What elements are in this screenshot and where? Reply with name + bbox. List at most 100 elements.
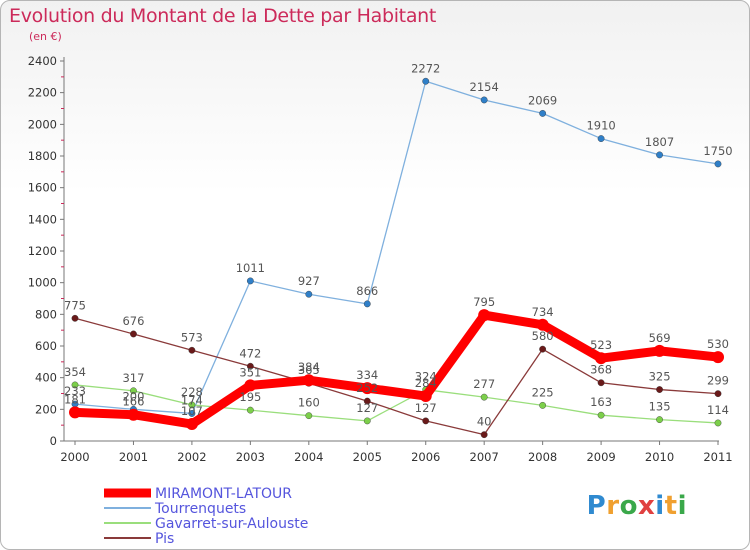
data-label: 228 [181,385,203,399]
data-label: 1011 [236,261,265,275]
data-point [714,419,722,427]
data-label: 2272 [411,61,440,75]
data-label: 734 [532,305,554,319]
y-tick-label: 1000 [28,276,57,290]
proxiti-logo: Proxiti [587,491,687,521]
data-label: 107 [181,404,203,418]
x-tick-label: 2001 [119,450,148,464]
data-point [71,381,79,389]
data-point [712,351,724,364]
data-label: 284 [415,376,437,390]
data-point [597,135,605,142]
data-point [246,277,254,285]
data-point [478,309,491,322]
x-tick-label: 2008 [528,450,557,464]
data-label: 580 [532,329,554,343]
data-point [302,374,315,387]
x-tick-label: 2009 [586,450,615,464]
logo-letter: i [677,491,687,521]
series-line-0 [70,310,723,429]
data-labels: 181 166 107 351 384 334 284 795 734 523 569 530 233 2… [64,61,733,428]
data-label: 163 [590,395,612,409]
data-point [361,382,374,395]
data-label: 324 [415,370,437,384]
data-point [130,387,137,395]
data-point [480,431,488,439]
data-label: 40 [477,415,492,429]
data-point [305,290,313,298]
data-point [246,406,254,414]
data-point [656,386,663,393]
data-point [130,330,137,338]
data-point [480,96,488,104]
y-tick-label: 1200 [28,244,57,258]
data-label: 299 [707,374,729,388]
data-label: 317 [122,371,144,385]
data-point [188,346,196,354]
legend-label-1: Tourrenquets [154,501,246,517]
data-label: 927 [298,274,320,288]
legend-label-3: Pis [155,531,174,547]
x-tick-label: 2011 [703,450,732,464]
logo-letter: t [664,491,678,521]
data-label: 114 [707,403,729,417]
data-point [363,417,371,425]
data-label: 365 [298,363,320,377]
y-tick-label: 600 [35,339,57,353]
data-label: 174 [181,393,203,407]
data-point [597,379,605,387]
y-tick-label: 2000 [28,117,57,131]
series-line-2 [74,384,719,424]
data-label: 569 [649,331,671,345]
data-point [305,412,313,420]
series-line-1 [74,80,719,415]
data-point [656,151,663,159]
data-point [656,416,663,424]
data-point [127,408,140,421]
data-label: 472 [239,346,261,360]
x-tick-label: 2002 [177,450,206,464]
axes: 0 200 400 600 800 1000 1200 1400 1600 1800 2000 220… [28,54,733,464]
data-label: 795 [473,295,495,309]
data-label: 530 [707,337,729,351]
data-label: 1807 [645,135,674,149]
chart-title: Evolution du Montant de la Dette par Hab… [9,5,437,27]
logo-letter: r [606,491,620,521]
data-label: 523 [590,338,612,352]
y-tick-label: 2200 [28,86,57,100]
data-label: 1910 [586,119,615,133]
x-tick-label: 2010 [645,450,674,464]
data-point [536,318,549,331]
legend: MIRAMONT-LATOURTourrenquetsGavarret-sur-… [104,486,308,547]
data-label: 127 [356,401,378,415]
data-point [246,362,254,370]
x-tick-label: 2003 [236,450,265,464]
logo-letter: o [619,491,638,521]
data-label: 354 [64,365,86,379]
chart-subtitle: (en €) [29,30,62,43]
data-label: 135 [649,400,671,414]
data-label: 225 [532,385,554,399]
data-label: 166 [122,395,144,409]
data-label: 233 [64,384,86,398]
data-point [539,401,547,409]
data-point [188,401,196,409]
x-tick-label: 2000 [60,450,89,464]
data-label: 351 [239,365,261,379]
y-tick-label: 1800 [28,149,57,163]
data-point [653,344,666,357]
data-label: 573 [181,330,203,344]
data-label: 252 [356,381,378,395]
data-label: 277 [473,377,495,391]
legend-label-2: Gavarret-sur-Aulouste [155,516,308,532]
data-point [422,417,430,425]
data-point [71,314,79,322]
legend-label-0: MIRAMONT-LATOUR [155,486,292,502]
data-point [714,390,722,398]
data-point [363,300,371,308]
data-label: 2069 [528,93,557,107]
data-label: 334 [356,368,378,382]
data-label: 181 [64,392,86,406]
